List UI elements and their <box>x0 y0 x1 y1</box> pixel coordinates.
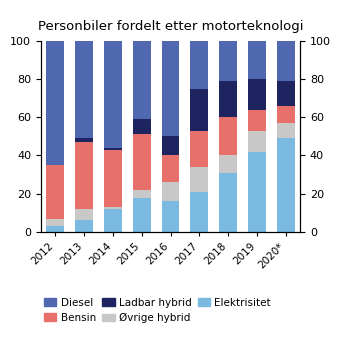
Bar <box>75 41 93 138</box>
Bar <box>190 167 208 192</box>
Bar <box>46 219 64 226</box>
Bar <box>248 79 266 110</box>
Bar <box>104 41 122 148</box>
Bar <box>190 131 208 167</box>
Bar <box>162 41 179 136</box>
Bar <box>162 136 179 155</box>
Bar <box>75 209 93 220</box>
Bar <box>190 41 208 89</box>
Bar <box>248 41 266 79</box>
Bar <box>277 81 295 106</box>
Bar <box>133 134 151 190</box>
Bar <box>133 119 151 134</box>
Bar <box>219 117 237 155</box>
Bar <box>162 201 179 232</box>
Bar <box>248 152 266 232</box>
Bar <box>104 207 122 209</box>
Bar <box>46 165 64 219</box>
Bar <box>277 123 295 138</box>
Bar <box>46 226 64 232</box>
Bar <box>219 173 237 232</box>
Bar <box>75 220 93 232</box>
Bar <box>104 209 122 232</box>
Bar <box>162 182 179 201</box>
Bar <box>133 197 151 232</box>
Bar <box>248 110 266 131</box>
Bar <box>133 41 151 119</box>
Bar <box>248 131 266 152</box>
Bar <box>277 41 295 81</box>
Bar <box>190 89 208 131</box>
Bar <box>219 41 237 81</box>
Bar <box>162 155 179 182</box>
Bar <box>133 190 151 197</box>
Bar <box>190 192 208 232</box>
Bar <box>104 148 122 150</box>
Bar <box>277 138 295 232</box>
Bar <box>219 81 237 117</box>
Legend: Diesel, Bensin, Ladbar hybrid, Øvrige hybrid, Elektrisitet: Diesel, Bensin, Ladbar hybrid, Øvrige hy… <box>41 294 274 326</box>
Bar <box>46 41 64 165</box>
Title: Personbiler fordelt etter motorteknologi: Personbiler fordelt etter motorteknologi <box>38 20 303 33</box>
Bar <box>75 142 93 209</box>
Bar <box>104 150 122 207</box>
Bar <box>219 155 237 173</box>
Bar <box>75 138 93 142</box>
Bar <box>277 106 295 123</box>
